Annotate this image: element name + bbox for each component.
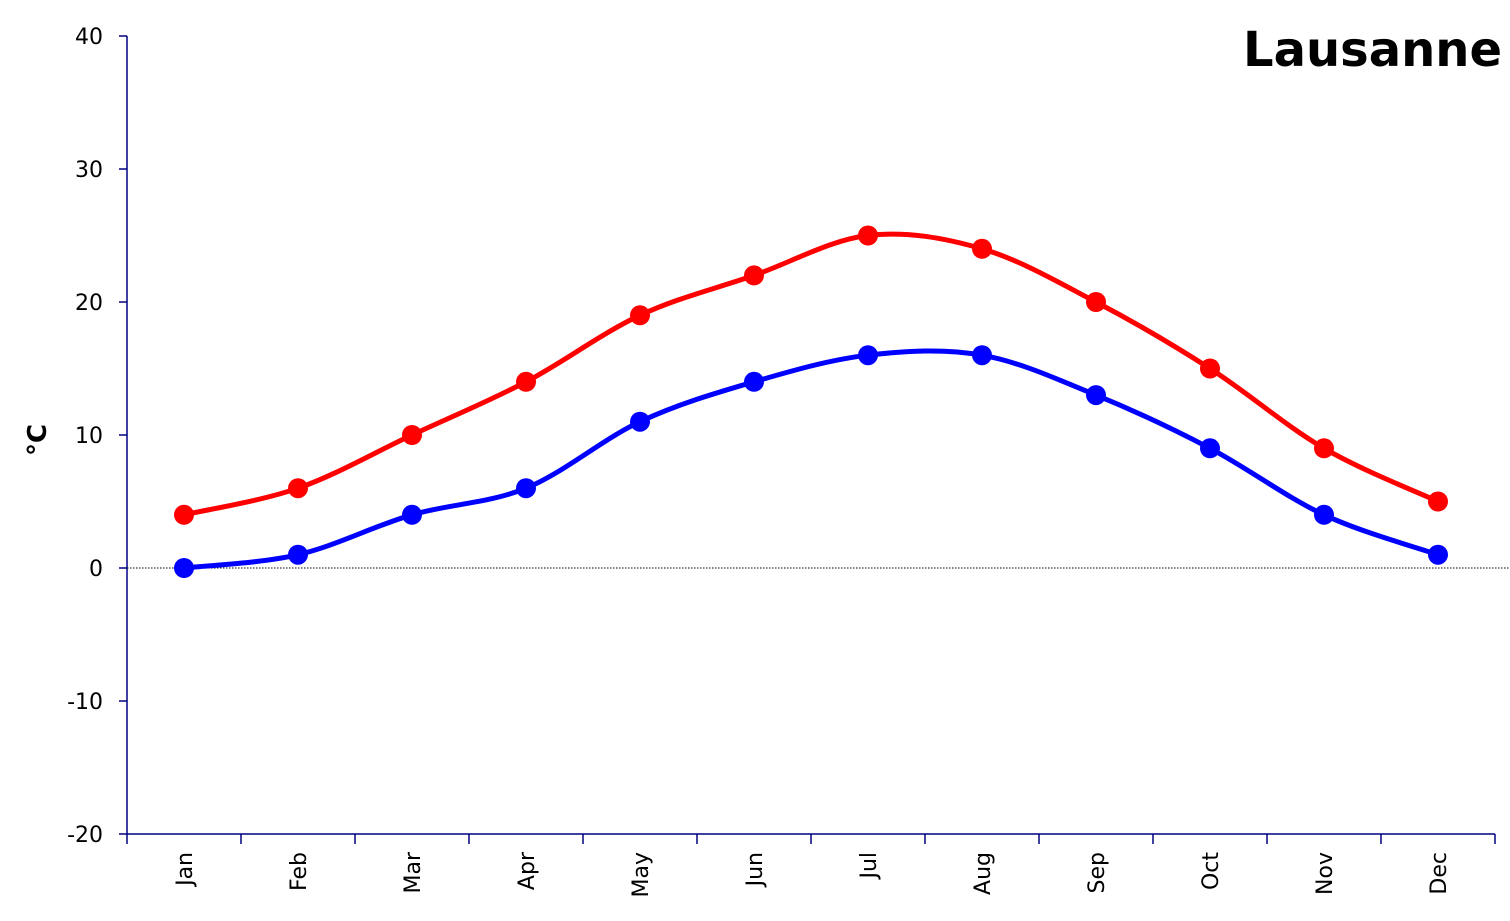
chart-title: Lausanne bbox=[1243, 22, 1502, 78]
x-tick-label: Nov bbox=[1313, 852, 1338, 895]
data-point bbox=[858, 345, 878, 366]
data-point bbox=[1428, 544, 1448, 565]
data-point bbox=[1086, 292, 1106, 312]
data-point bbox=[630, 411, 650, 432]
data-point bbox=[174, 558, 194, 578]
data-point bbox=[288, 544, 308, 565]
data-point bbox=[972, 345, 992, 366]
data-point bbox=[288, 478, 308, 499]
data-point bbox=[744, 371, 764, 392]
x-tick-label: Jul bbox=[857, 852, 882, 881]
y-tick-label: -10 bbox=[67, 690, 103, 715]
data-point bbox=[1200, 438, 1220, 459]
data-point bbox=[1428, 491, 1448, 512]
x-tick-label: Dec bbox=[1427, 852, 1452, 895]
y-tick-label: 0 bbox=[89, 557, 103, 582]
series-line-2 bbox=[181, 348, 1441, 571]
data-point bbox=[1086, 385, 1106, 406]
data-point bbox=[858, 225, 878, 246]
x-tick-label: Jan bbox=[173, 852, 198, 888]
data-point bbox=[174, 504, 194, 525]
y-tick-label: -20 bbox=[67, 823, 103, 848]
data-point bbox=[630, 305, 650, 326]
x-tick-label: Aug bbox=[971, 852, 996, 895]
y-axis-title: °C bbox=[23, 424, 53, 456]
data-point bbox=[1314, 504, 1334, 525]
x-tick-label: Feb bbox=[287, 852, 312, 891]
data-point bbox=[402, 504, 422, 525]
data-point bbox=[744, 265, 764, 286]
x-tick-label: Apr bbox=[515, 851, 540, 890]
data-point bbox=[972, 238, 992, 259]
x-tick-label: Mar bbox=[401, 851, 426, 893]
data-point bbox=[516, 371, 536, 392]
x-tick-label: Sep bbox=[1085, 852, 1110, 893]
data-point bbox=[516, 478, 536, 499]
y-tick-label: 10 bbox=[75, 424, 103, 449]
y-tick-label: 20 bbox=[75, 291, 103, 316]
axes: -20 -10 0 10 20 30 40 Jan Feb Mar Apr May Jun Jul Aug S… bbox=[67, 25, 1510, 897]
x-tick-label: Oct bbox=[1199, 852, 1224, 890]
series-layer bbox=[174, 225, 1448, 578]
data-point bbox=[1200, 358, 1220, 379]
data-point bbox=[1314, 438, 1334, 459]
x-tick-label: Jun bbox=[743, 852, 768, 888]
y-tick-label: 40 bbox=[75, 25, 103, 50]
data-point bbox=[402, 425, 422, 445]
y-tick-label: 30 bbox=[75, 158, 103, 183]
x-tick-label: May bbox=[629, 852, 654, 897]
